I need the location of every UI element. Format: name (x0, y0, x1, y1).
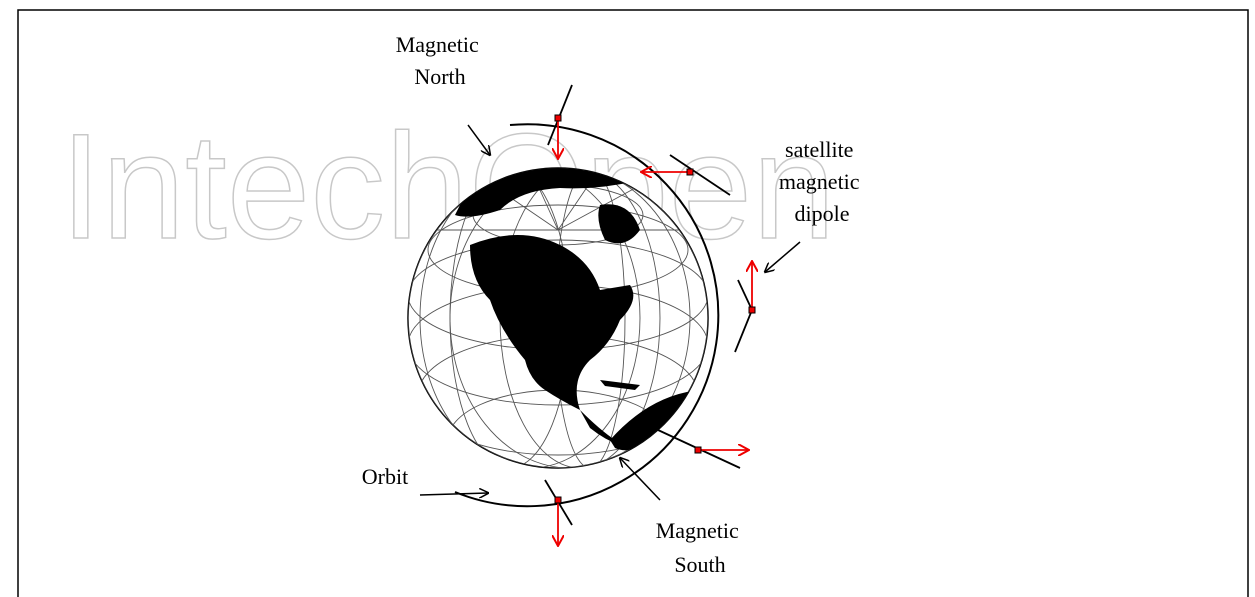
label-north: Magnetic North (396, 32, 485, 89)
label-dipole: satellite magnetic dipole (779, 137, 865, 226)
satellites (544, 84, 755, 545)
pointers (419, 124, 801, 501)
frame (17, 9, 1249, 597)
globe (407, 167, 709, 469)
label-south: Magnetic South (656, 518, 745, 577)
label-orbit: Orbit (362, 464, 408, 489)
